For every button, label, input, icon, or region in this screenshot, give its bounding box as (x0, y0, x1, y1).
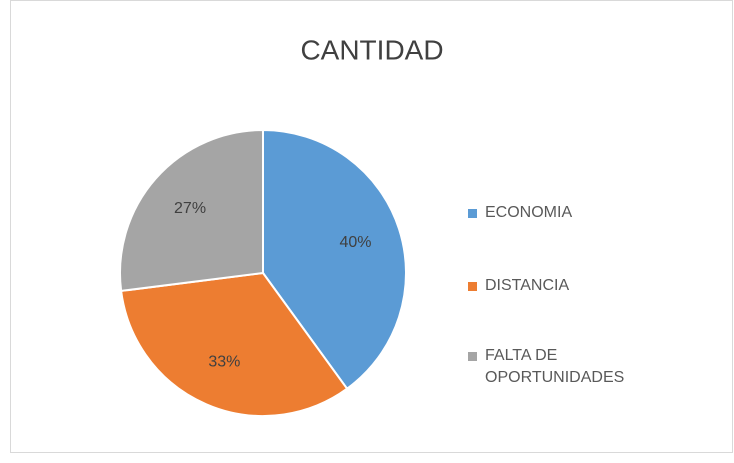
legend-label: ECONOMIA (485, 204, 573, 221)
legend-label: DISTANCIA (485, 277, 570, 294)
data-label: 27% (174, 200, 206, 217)
legend-item: ECONOMIA (468, 202, 628, 224)
legend-label: FALTA DE OPORTUNIDADES (485, 347, 625, 386)
legend-swatch (468, 209, 477, 218)
data-label: 33% (208, 353, 240, 370)
legend-swatch (468, 352, 477, 361)
pie-slice (262, 128, 407, 391)
chart-title: CANTIDAD (300, 34, 443, 65)
legend-swatch (468, 282, 477, 291)
data-label: 40% (339, 234, 371, 251)
legend-item: DISTANCIA (468, 275, 628, 297)
legend-item: FALTA DE OPORTUNIDADES (468, 345, 628, 389)
pie-slice (120, 271, 349, 417)
pie-slice (119, 128, 264, 293)
